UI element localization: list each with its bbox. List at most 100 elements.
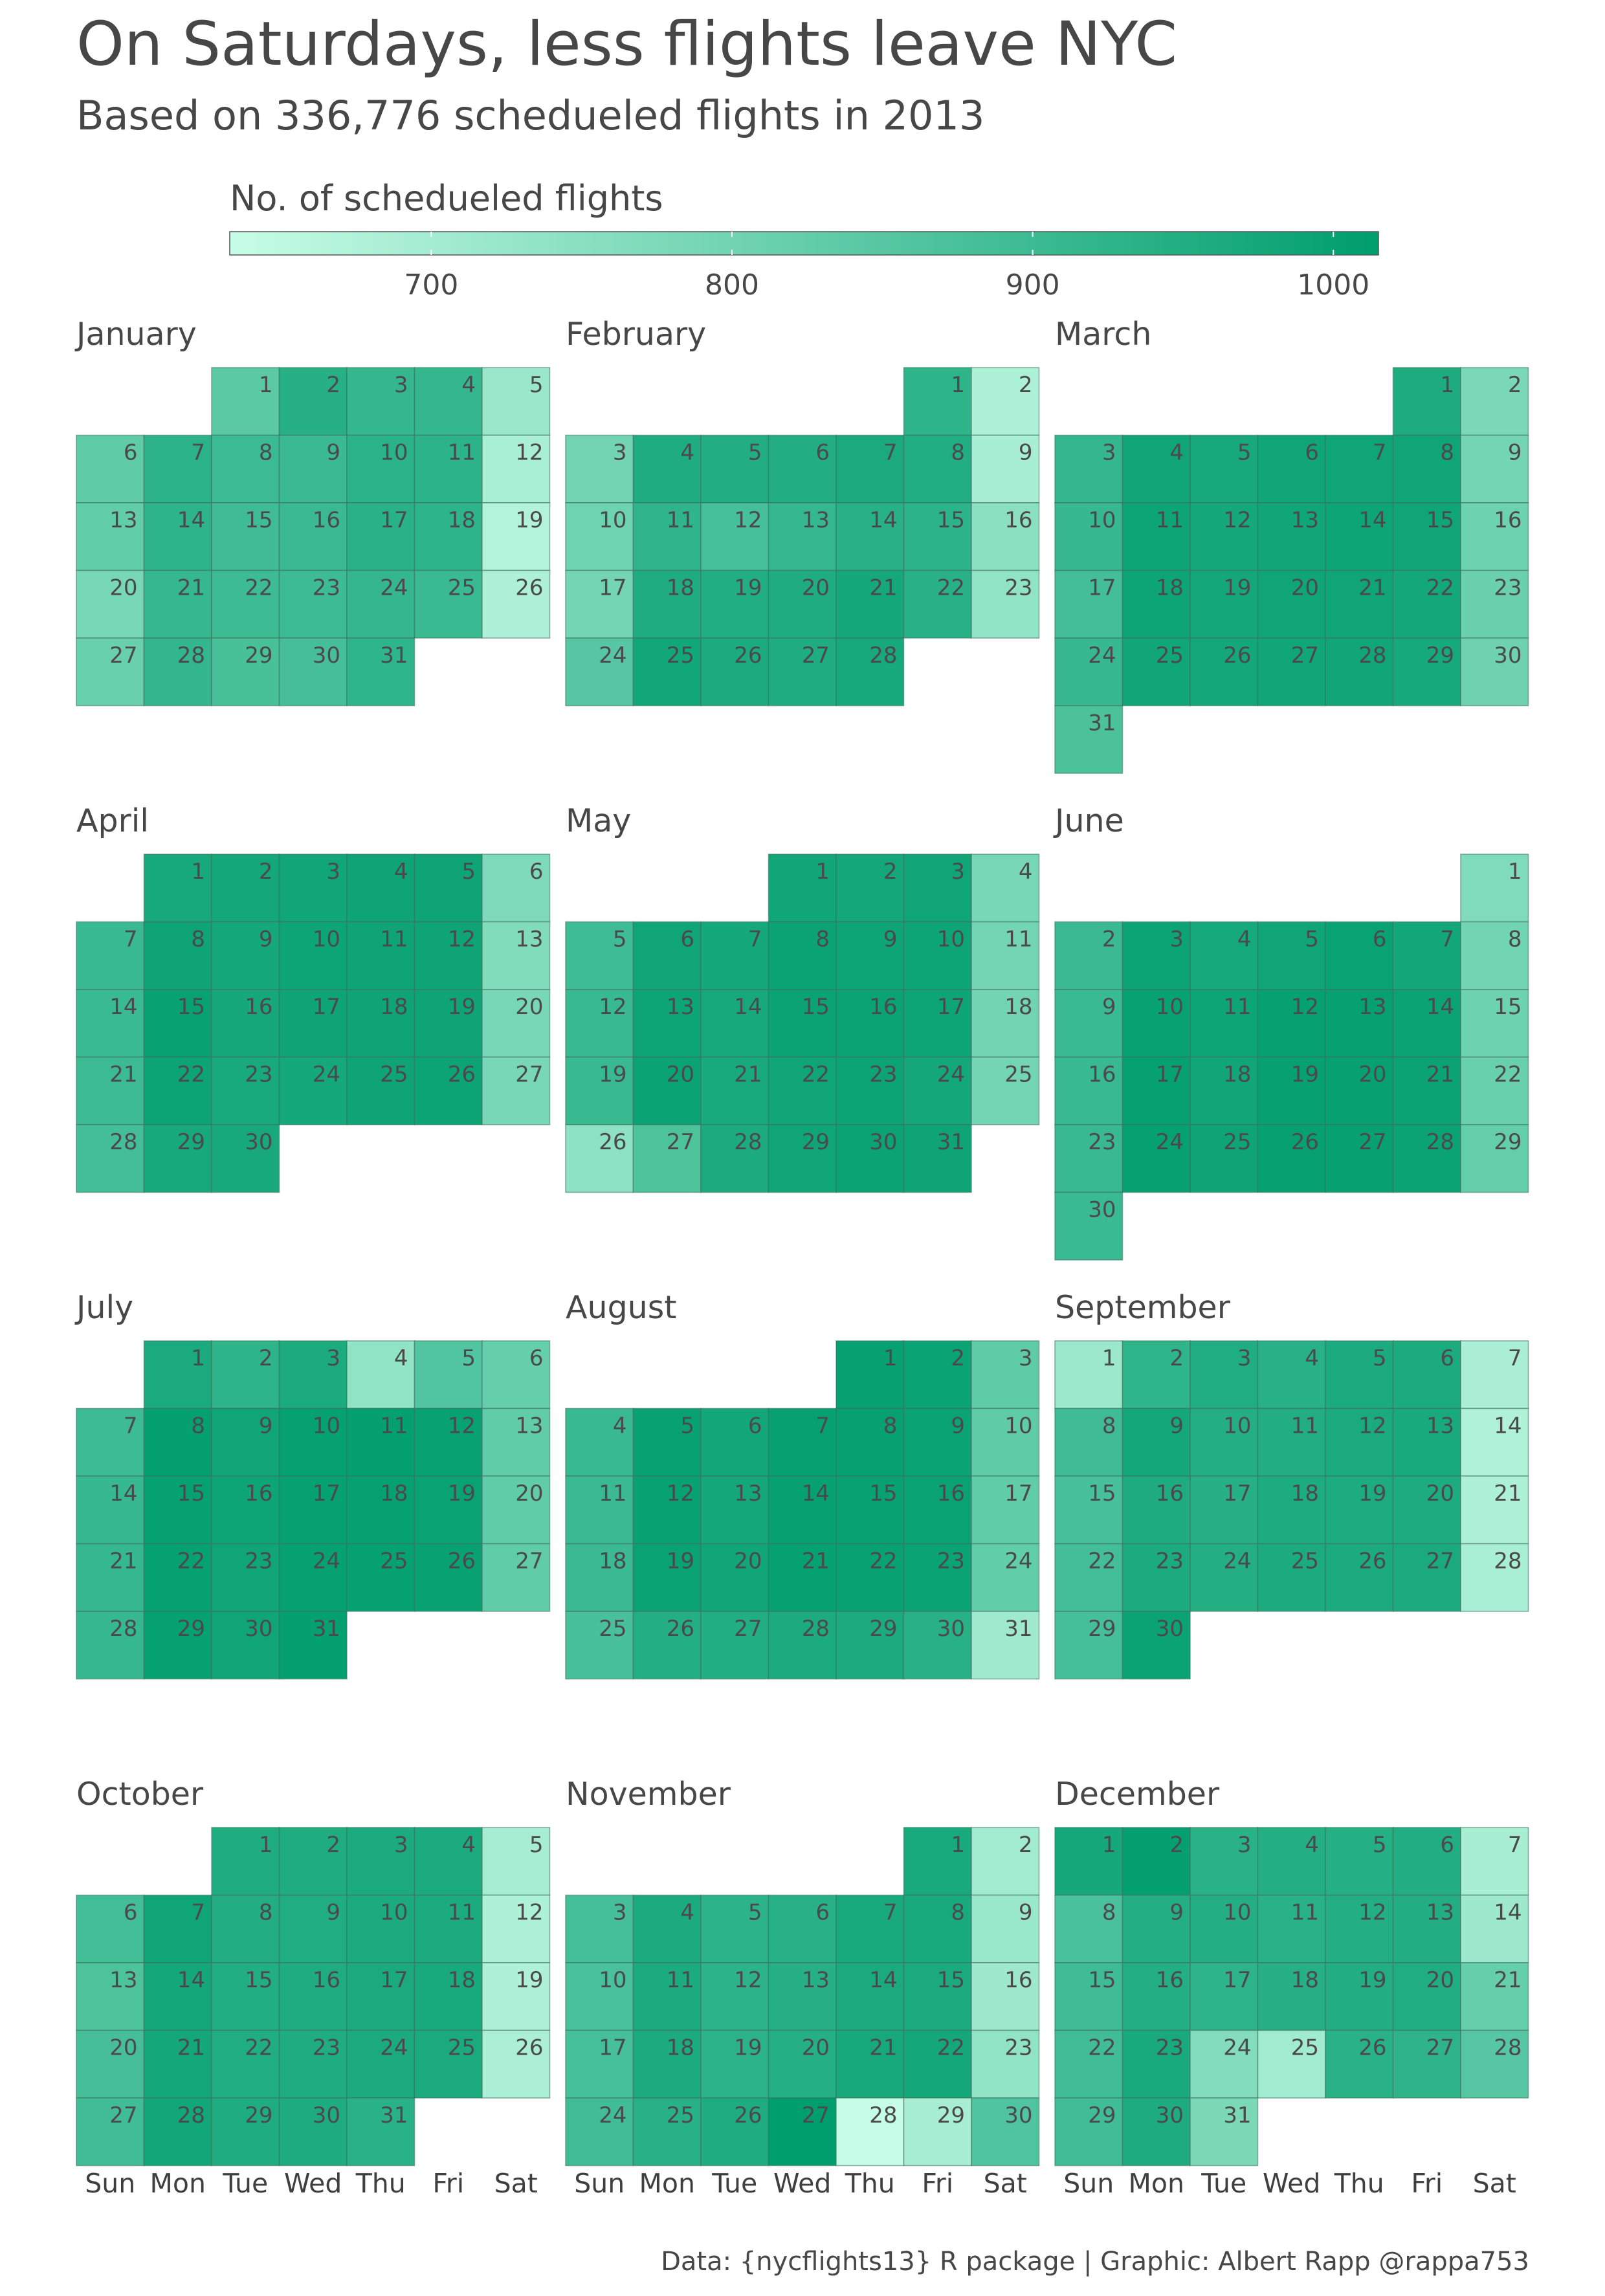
day-cell	[1190, 1340, 1259, 1409]
day-cell	[1392, 502, 1461, 571]
day-cell	[482, 1894, 551, 1963]
day-cell	[903, 502, 972, 571]
day-cell	[482, 1962, 551, 2031]
day-number: 10	[313, 927, 340, 953]
day-cell	[1054, 1340, 1124, 1409]
day-cell	[1325, 569, 1394, 639]
day-cell	[632, 989, 702, 1058]
day-cell	[1325, 1894, 1394, 1963]
day-number: 27	[734, 1616, 762, 1642]
day-number: 22	[937, 2035, 965, 2061]
day-cell	[700, 989, 769, 1058]
day-cell	[414, 1475, 483, 1545]
day-number: 18	[1223, 1062, 1251, 1088]
day-cell	[414, 569, 483, 639]
day-number: 12	[515, 1900, 543, 1926]
day-cell	[482, 2029, 551, 2099]
day-cell	[1257, 1543, 1326, 1612]
day-number: 16	[1156, 1967, 1184, 1993]
day-number: 7	[191, 440, 205, 466]
day-cell	[836, 637, 905, 707]
day-cell	[278, 1962, 348, 2031]
day-cell	[1054, 569, 1124, 639]
day-number: 28	[1358, 643, 1386, 668]
day-number: 15	[177, 994, 205, 1020]
day-cell	[565, 2029, 634, 2099]
day-number: 6	[1440, 1345, 1454, 1371]
day-number: 2	[326, 1832, 340, 1858]
day-cell	[211, 434, 280, 503]
day-number: 8	[1102, 1413, 1116, 1439]
day-cell	[632, 1543, 702, 1612]
day-number: 30	[313, 2103, 340, 2128]
day-cell	[1257, 1475, 1326, 1545]
day-number: 20	[1358, 1062, 1386, 1088]
day-number: 9	[259, 927, 273, 953]
day-number: 22	[802, 1062, 830, 1088]
day-cell	[76, 2097, 145, 2167]
day-cell	[1460, 1475, 1529, 1545]
day-cell	[1460, 854, 1529, 923]
day-number: 29	[802, 1129, 830, 1155]
day-number: 30	[245, 1616, 272, 1642]
day-number: 25	[1223, 1129, 1251, 1155]
day-cell	[836, 1407, 905, 1477]
day-number: 24	[1088, 643, 1116, 668]
day-number: 8	[259, 1900, 273, 1926]
day-number: 31	[1088, 711, 1116, 736]
weekday-label: Thu	[845, 2168, 895, 2199]
day-number: 11	[1291, 1413, 1319, 1439]
day-number: 29	[245, 643, 272, 668]
day-number: 11	[380, 927, 408, 953]
day-number: 7	[191, 1900, 205, 1926]
day-number: 11	[1004, 927, 1032, 953]
day-cell	[971, 921, 1040, 990]
day-cell	[1392, 1894, 1461, 1963]
caption: Data: {nycflights13} R package | Graphic…	[661, 2247, 1529, 2277]
day-number: 9	[259, 1413, 273, 1439]
day-number: 28	[734, 1129, 762, 1155]
day-cell	[1122, 921, 1191, 990]
day-number: 12	[515, 440, 543, 466]
weekday-label: Tue	[222, 2168, 268, 2199]
day-cell	[1122, 2029, 1191, 2099]
day-number: 3	[1237, 1832, 1252, 1858]
day-number: 2	[1102, 927, 1116, 953]
day-number: 9	[326, 1900, 340, 1926]
day-cell	[1460, 367, 1529, 436]
day-number: 29	[937, 2103, 965, 2128]
day-cell	[1257, 1962, 1326, 2031]
day-number: 6	[529, 1345, 544, 1371]
month-label: April	[76, 802, 149, 839]
day-number: 17	[313, 994, 340, 1020]
day-cell	[1054, 2029, 1124, 2099]
day-number: 13	[1358, 994, 1386, 1020]
weekday-label: Sat	[1473, 2168, 1516, 2199]
day-number: 13	[515, 1413, 543, 1439]
day-number: 17	[380, 1967, 408, 1993]
day-cell	[1392, 1827, 1461, 1896]
day-number: 15	[869, 1481, 897, 1507]
day-cell	[903, 434, 972, 503]
day-number: 20	[802, 2035, 830, 2061]
day-cell	[346, 1543, 415, 1612]
day-cell	[1392, 1407, 1461, 1477]
day-cell	[836, 921, 905, 990]
day-number: 16	[1004, 1967, 1032, 1993]
day-number: 20	[734, 1549, 762, 1574]
day-cell	[143, 1611, 212, 1680]
day-number: 29	[1088, 1616, 1116, 1642]
day-number: 24	[380, 2035, 408, 2061]
day-number: 3	[326, 859, 340, 885]
day-cell	[1392, 1962, 1461, 2031]
day-number: 27	[109, 2103, 137, 2128]
day-number: 28	[1494, 2035, 1522, 2061]
month-label: January	[74, 316, 197, 353]
day-number: 23	[245, 1549, 272, 1574]
day-cell	[903, 569, 972, 639]
day-number: 7	[124, 927, 138, 953]
day-number: 17	[937, 994, 965, 1020]
day-cell	[768, 1962, 837, 2031]
